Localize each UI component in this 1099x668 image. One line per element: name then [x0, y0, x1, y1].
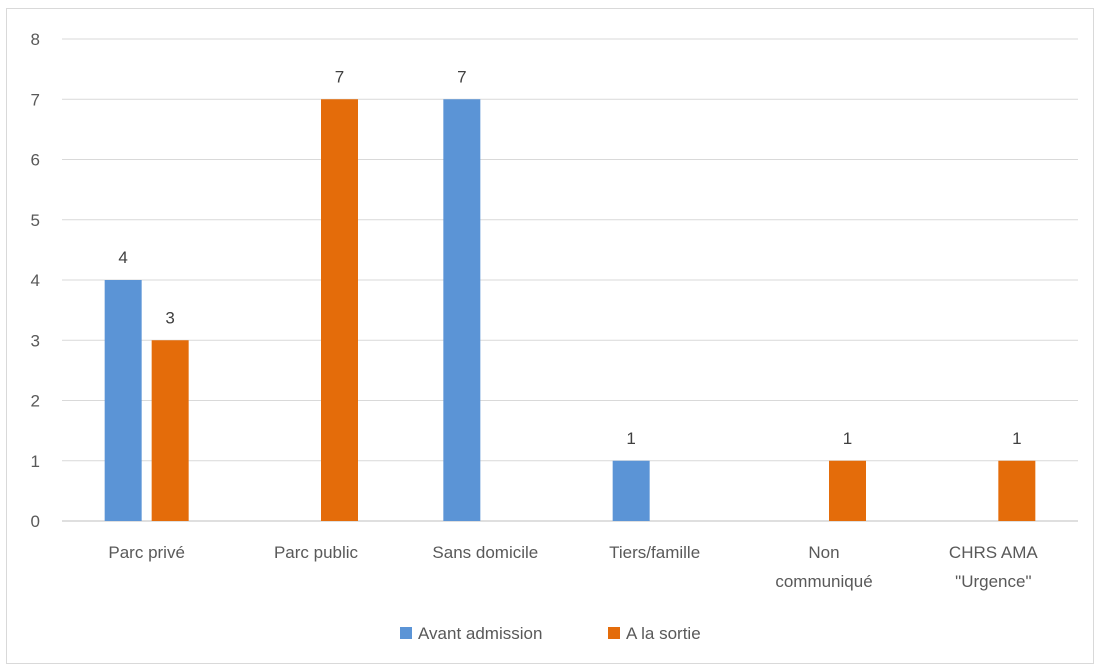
y-tick-label: 4	[31, 271, 40, 290]
x-tick-label: Sans domicile	[432, 543, 538, 562]
y-tick-label: 3	[31, 331, 40, 350]
legend-label: Avant admission	[418, 624, 542, 643]
x-tick-label: Non communiqué	[775, 543, 872, 591]
x-tick-label: CHRS AMA "Urgence"	[949, 543, 1038, 591]
y-tick-label: 1	[31, 452, 40, 471]
x-tick-label: Parc privé	[108, 543, 185, 562]
data-label: 3	[165, 308, 174, 327]
bar-a-la-sortie	[321, 99, 358, 521]
data-label: 1	[1012, 429, 1021, 448]
x-tick-label: Tiers/famille	[609, 543, 700, 562]
legend-swatch-a-la-sortie	[608, 627, 620, 639]
data-label: 1	[843, 429, 852, 448]
bar-a-la-sortie	[998, 460, 1036, 521]
bar-a-la-sortie	[151, 340, 189, 521]
y-tick-label: 7	[31, 90, 40, 109]
data-label: 7	[335, 67, 344, 86]
y-tick-label: 5	[31, 211, 40, 230]
data-label: 7	[457, 67, 466, 86]
bar-avant-admission	[612, 460, 650, 521]
data-label: 1	[626, 429, 635, 448]
bar-avant-admission	[104, 280, 142, 521]
bar-avant-admission	[443, 99, 481, 521]
bar-a-la-sortie	[829, 460, 866, 521]
y-tick-label: 2	[31, 392, 40, 411]
legend-label: A la sortie	[626, 624, 701, 643]
data-label: 4	[118, 248, 127, 267]
y-tick-label: 8	[31, 30, 40, 49]
x-tick-label: Parc public	[274, 543, 359, 562]
y-tick-label: 6	[31, 151, 40, 170]
chart-frame	[6, 8, 1094, 664]
y-tick-label: 0	[31, 512, 40, 531]
legend-swatch-avant-admission	[400, 627, 412, 639]
